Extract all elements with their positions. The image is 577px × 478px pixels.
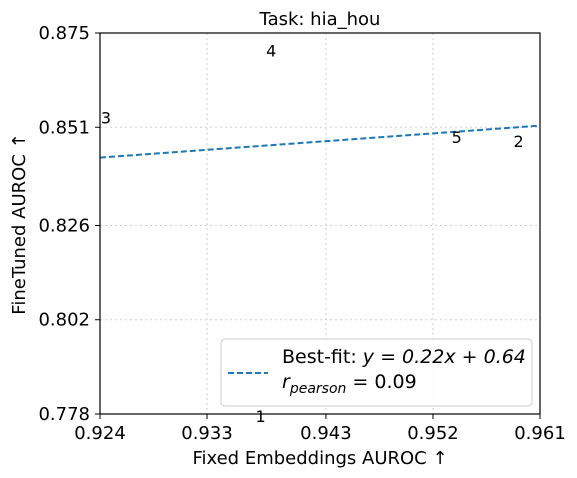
fit-line xyxy=(99,124,541,159)
x-ticks: 0.924 0.933 0.943 0.952 0.961 xyxy=(74,414,566,444)
fit-line-group xyxy=(99,124,541,159)
point-label: 4 xyxy=(266,42,276,61)
y-tick-label: 0.826 xyxy=(38,215,90,236)
legend-r-symbol: r xyxy=(282,371,291,393)
x-axis-label: Fixed Embeddings AUROC ↑ xyxy=(192,448,447,469)
legend-fit-prefix: Best-fit: xyxy=(282,346,363,368)
x-tick-label: 0.943 xyxy=(300,423,352,444)
point-label: 2 xyxy=(514,132,524,151)
chart-title: Task: hia_hou xyxy=(259,9,381,30)
y-tick-label: 0.802 xyxy=(38,310,90,331)
x-tick-label: 0.952 xyxy=(407,423,459,444)
y-tick-label: 0.851 xyxy=(38,117,90,138)
legend-r-value: = 0.09 xyxy=(346,371,416,393)
point-label: 1 xyxy=(255,407,265,426)
legend-r-text: rpearson = 0.09 xyxy=(282,371,417,397)
plot-frame xyxy=(99,32,541,415)
point-labels: 1 2 3 4 5 xyxy=(101,42,524,426)
x-tick-label: 0.961 xyxy=(514,423,566,444)
point-label: 5 xyxy=(452,128,462,147)
legend-fit-text: Best-fit: y = 0.22x + 0.64 xyxy=(282,346,526,368)
y-tick-label: 0.875 xyxy=(38,23,90,44)
legend: Best-fit: y = 0.22x + 0.64 rpearson = 0.… xyxy=(220,338,533,407)
legend-r-subscript: pearson xyxy=(289,381,347,397)
x-tick-label: 0.933 xyxy=(181,423,233,444)
legend-fit-equation: y = 0.22x + 0.64 xyxy=(362,346,526,368)
x-tick-label: 0.924 xyxy=(74,423,126,444)
y-ticks: 0.778 0.802 0.826 0.851 0.875 xyxy=(38,23,100,425)
legend-box xyxy=(220,338,533,407)
y-axis-label: FineTuned AUROC ↑ xyxy=(9,133,30,314)
point-label: 3 xyxy=(101,108,111,127)
y-tick-label: 0.778 xyxy=(38,404,90,425)
